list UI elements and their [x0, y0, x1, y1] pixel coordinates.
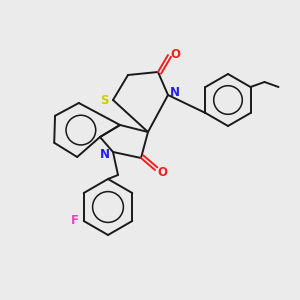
Text: S: S — [100, 94, 108, 106]
Text: O: O — [157, 166, 167, 178]
Text: N: N — [100, 148, 110, 160]
Text: F: F — [71, 214, 79, 227]
Text: O: O — [170, 49, 180, 62]
Text: N: N — [170, 86, 180, 100]
